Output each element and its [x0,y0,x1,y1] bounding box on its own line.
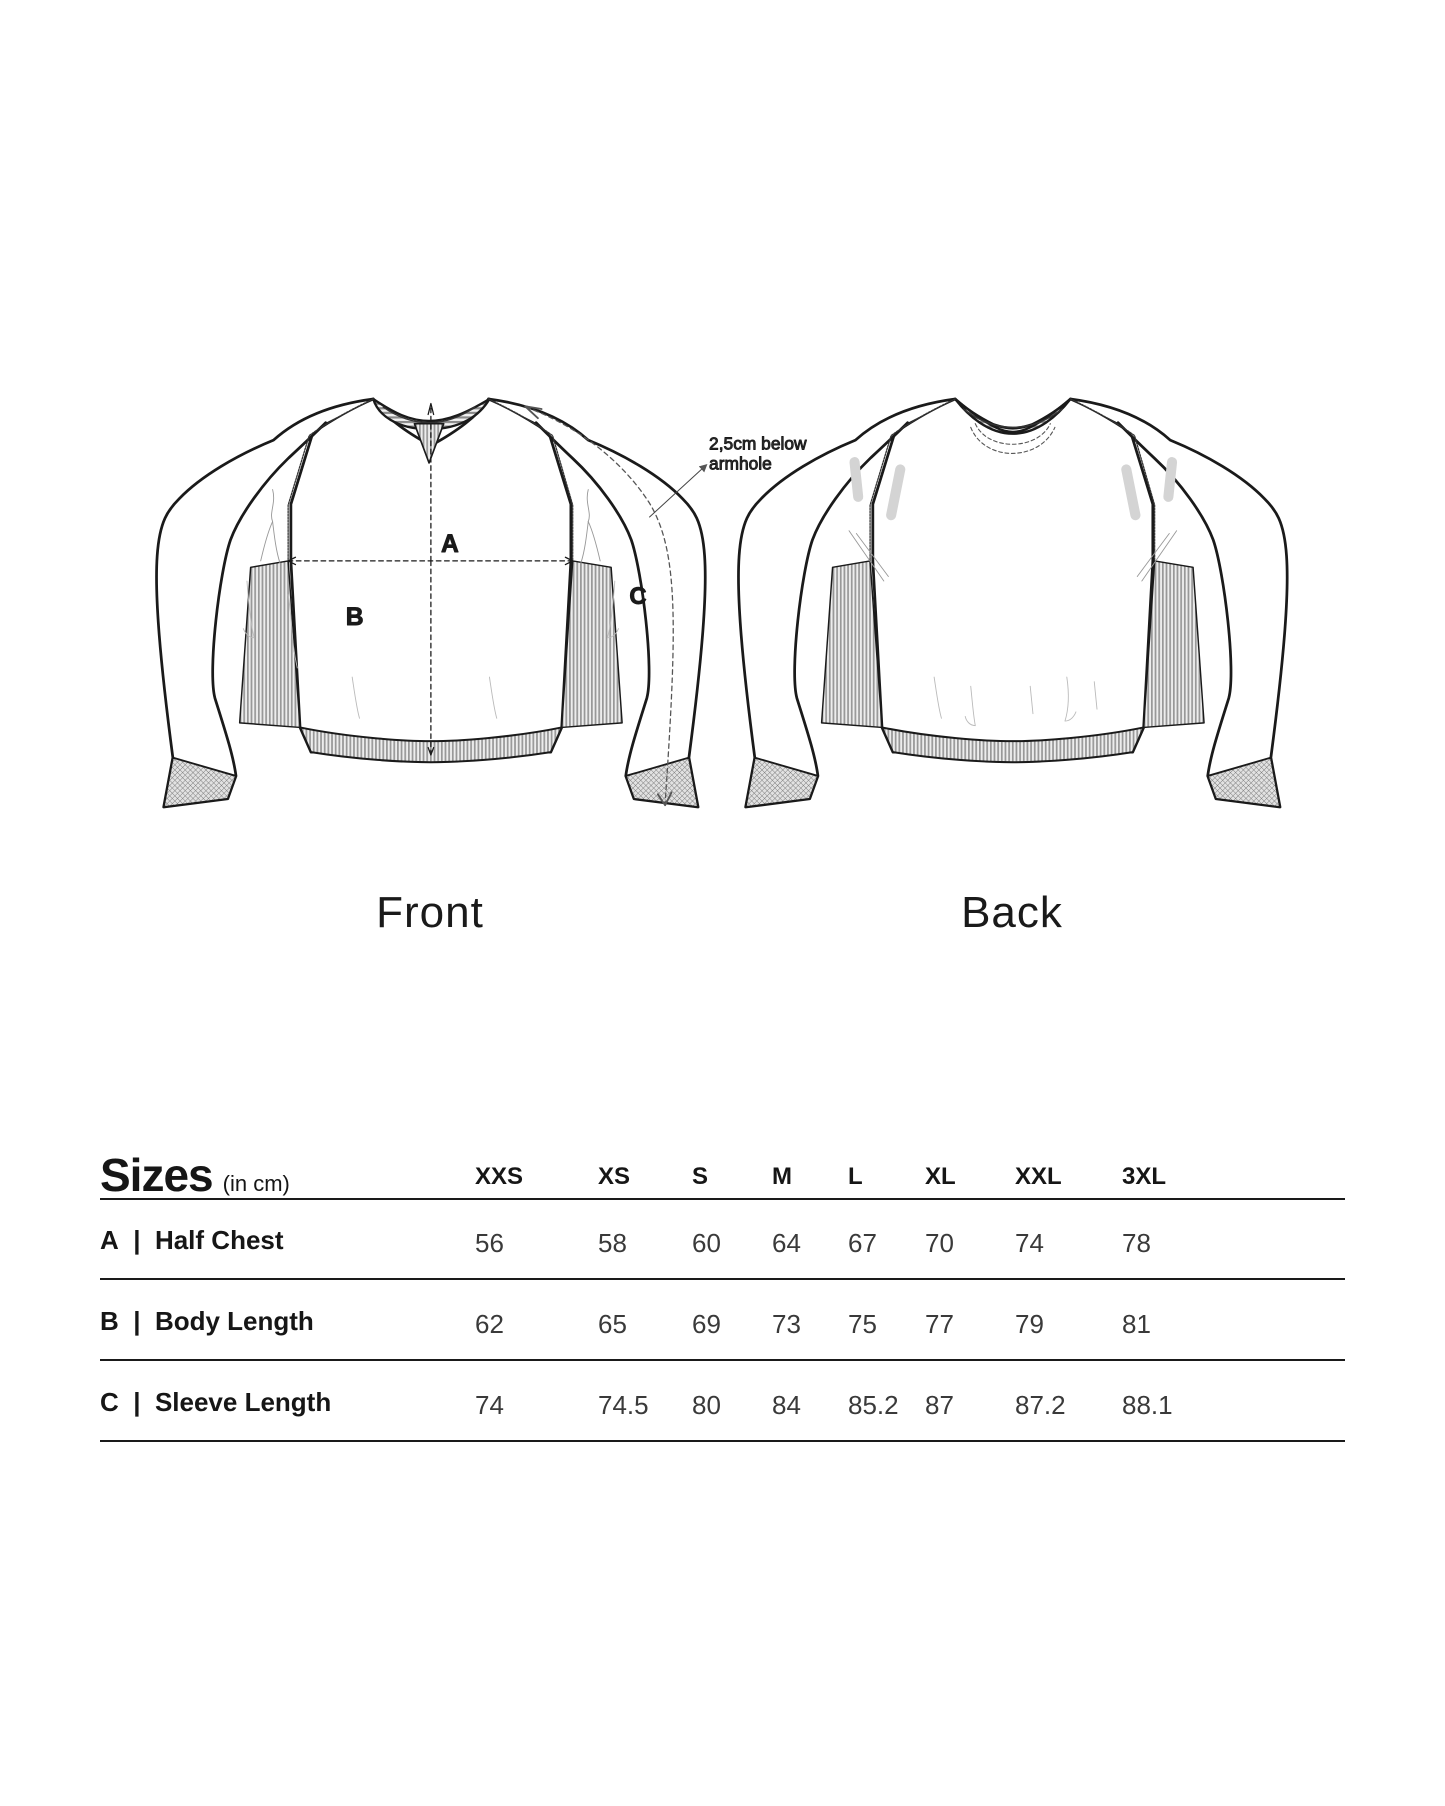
svg-text:B: B [346,604,364,631]
svg-text:C: C [629,583,646,610]
svg-text:armhole: armhole [709,453,772,473]
svg-text:Front: Front [376,888,484,937]
svg-text:Back: Back [961,888,1063,937]
svg-text:A: A [441,531,459,558]
svg-text:2,5cm below: 2,5cm below [709,433,807,453]
